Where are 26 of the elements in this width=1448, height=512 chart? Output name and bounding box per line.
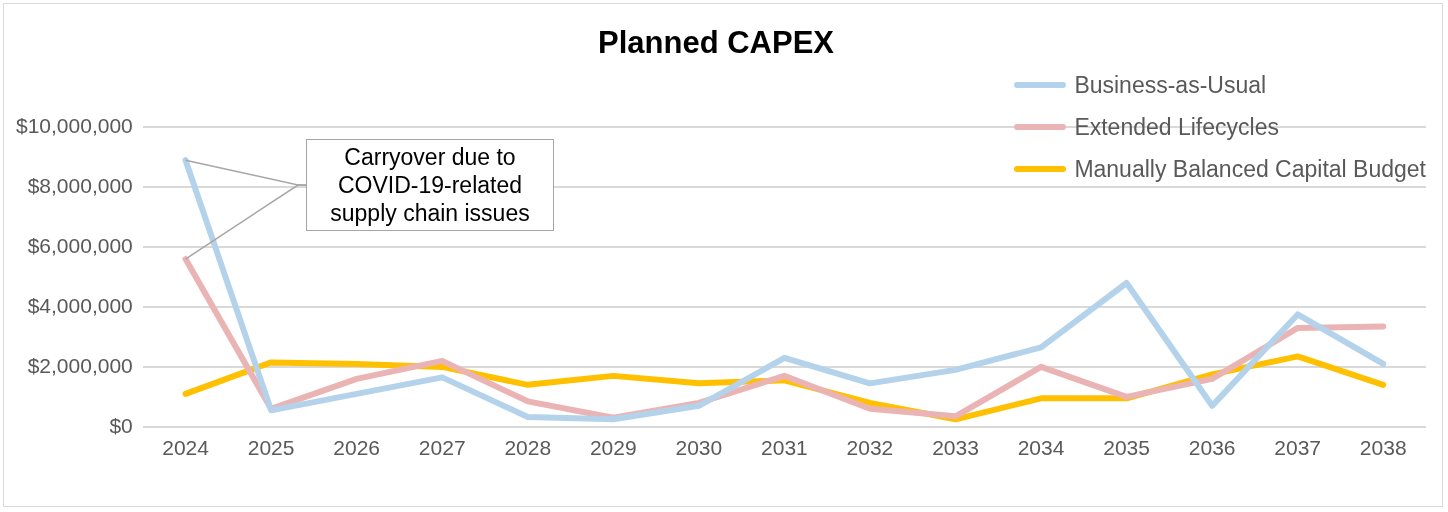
- y-tick-label: $6,000,000: [27, 233, 133, 257]
- x-tick-label: 2034: [1017, 436, 1065, 460]
- x-tick-label: 2025: [247, 436, 295, 460]
- chart-title: Planned CAPEX: [598, 25, 835, 61]
- legend-label: Manually Balanced Capital Budget: [1074, 155, 1426, 183]
- x-tick-label: 2032: [846, 436, 894, 460]
- annotation: Carryover due to COVID-19-related supply chain issues: [306, 139, 554, 231]
- x-tick-label: 2037: [1274, 436, 1322, 460]
- y-tick-label: $0: [109, 413, 133, 437]
- x-tick-label: 2026: [333, 436, 381, 460]
- x-tick-label: 2033: [932, 436, 979, 460]
- x-tick-label: 2031: [761, 436, 808, 460]
- x-tick-label: 2024: [162, 436, 210, 460]
- y-tick-label: $4,000,000: [27, 293, 133, 317]
- y-tick-label: $10,000,000: [15, 114, 133, 137]
- y-tick-label: $8,000,000: [27, 173, 133, 197]
- x-tick-label: 2038: [1359, 436, 1407, 460]
- x-tick-label: 2027: [418, 436, 466, 460]
- legend-label: Business-as-Usual: [1074, 71, 1267, 99]
- x-tick-label: 2035: [1103, 436, 1150, 460]
- legend-label: Extended Lifecycles: [1074, 113, 1279, 141]
- x-tick-label: 2036: [1188, 436, 1236, 460]
- y-tick-label: $2,000,000: [27, 353, 133, 377]
- x-tick-label: 2028: [504, 436, 552, 460]
- x-tick-label: 2029: [589, 436, 637, 460]
- x-tick-label: 2030: [675, 436, 723, 460]
